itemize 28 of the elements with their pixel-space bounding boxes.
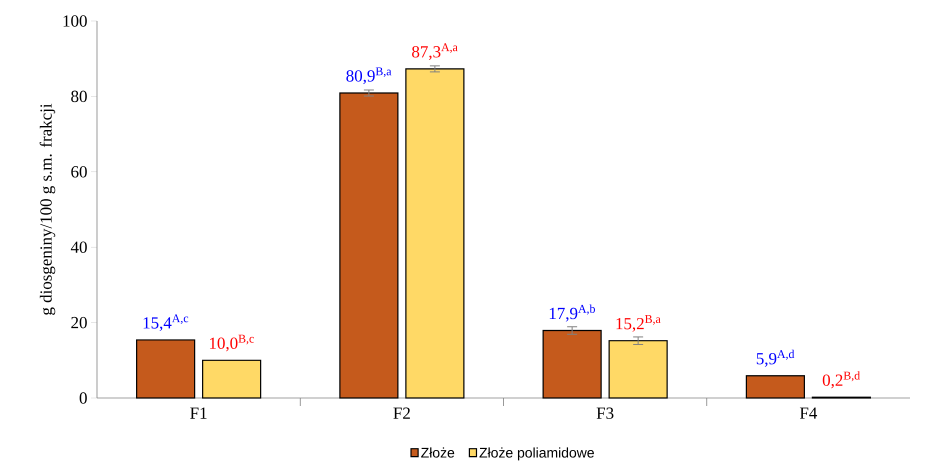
y-axis-title: g diosgeniny/100 g s.m. frakcji xyxy=(40,104,56,315)
bar xyxy=(136,339,196,399)
data-label: 10,0$^{B,c}$ xyxy=(210,334,254,352)
y-tick-label: 20 xyxy=(71,316,87,328)
x-tick-label: F1 xyxy=(190,408,207,419)
bar xyxy=(405,68,464,399)
legend-label: Złoże poliamidowe xyxy=(480,447,594,460)
data-label: 17,9$^{A,b}$ xyxy=(550,304,595,322)
data-label: 15,4$^{A,c}$ xyxy=(144,314,188,332)
bar xyxy=(202,360,262,399)
legend-label: Złoże xyxy=(421,447,454,458)
data-label: 87,3$^{A,a}$ xyxy=(412,43,458,60)
data-label: 15,2$^{B,a}$ xyxy=(616,315,661,332)
x-tick-label: F2 xyxy=(393,408,410,419)
bar xyxy=(608,340,668,399)
bar xyxy=(746,375,805,399)
data-label: 5,9$^{A,d}$ xyxy=(756,350,794,367)
y-tick-label: 100 xyxy=(64,15,87,27)
bar xyxy=(542,330,602,399)
y-tick-label: 60 xyxy=(71,166,87,178)
data-label: 80,9$^{B,a}$ xyxy=(346,67,392,84)
data-label: 0,2$^{B,d}$ xyxy=(822,371,860,388)
bar xyxy=(339,92,398,399)
y-tick-label: 40 xyxy=(70,241,87,253)
x-tick-label: F4 xyxy=(800,408,818,419)
x-tick-label: F3 xyxy=(596,408,614,419)
y-tick-label: 0 xyxy=(80,392,87,404)
y-tick-label: 80 xyxy=(71,90,87,102)
